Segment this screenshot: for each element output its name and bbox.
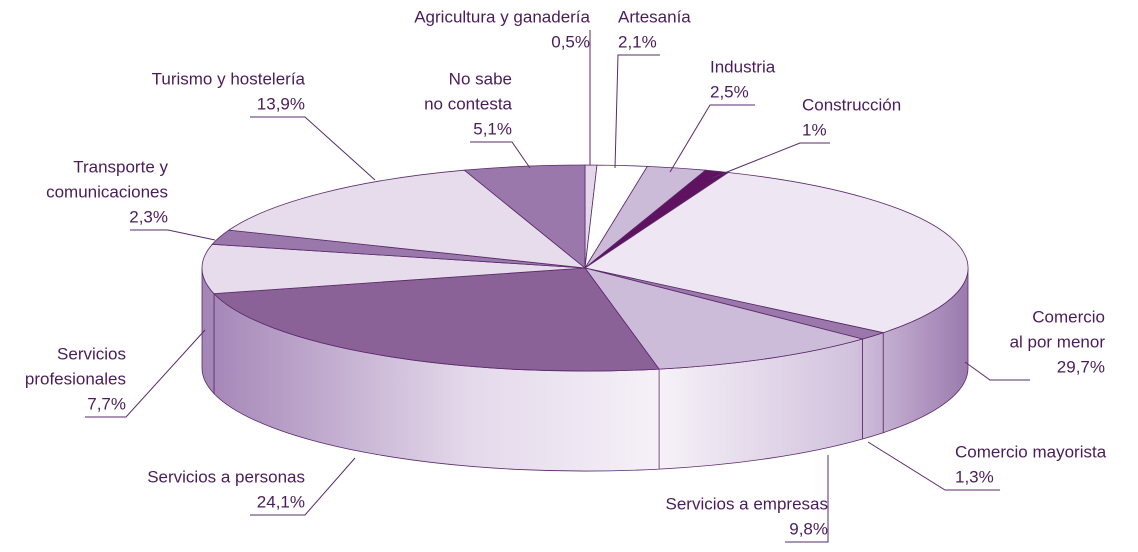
value-label: 13,9% <box>257 94 305 113</box>
slice-label: Transporte y <box>73 157 168 176</box>
slice-label: Servicios <box>57 344 126 363</box>
slice-label: Comercio mayorista <box>955 442 1107 461</box>
leader-line <box>85 329 206 418</box>
slice-label: Comercio <box>1032 307 1105 326</box>
leader-line <box>470 141 531 169</box>
slice-label: al por menor <box>1010 332 1106 351</box>
pie-slice <box>584 267 865 370</box>
leader-line <box>711 142 830 179</box>
leader-line <box>614 54 660 169</box>
slice-label: Servicios a empresas <box>665 494 828 513</box>
value-label: 1% <box>802 120 827 139</box>
leader-line <box>669 104 755 173</box>
leader-line <box>785 455 829 543</box>
value-label: 2,1% <box>618 32 657 51</box>
pie-side <box>862 332 884 440</box>
value-label: 2,5% <box>710 82 749 101</box>
value-label: 1,3% <box>955 467 994 486</box>
pie-slice <box>213 267 660 372</box>
value-label: 7,7% <box>87 394 126 413</box>
slice-label: Servicios a personas <box>147 467 305 486</box>
leader-line <box>250 457 356 516</box>
leader-line <box>130 229 216 241</box>
slice-label: profesionales <box>25 369 126 388</box>
pie-slice <box>463 164 586 269</box>
leader-line <box>964 361 1030 381</box>
slice-label: Agricultura y ganadería <box>414 7 590 26</box>
value-label: 2,3% <box>129 207 168 226</box>
slice-label: comunicaciones <box>46 182 168 201</box>
value-label: 0,5% <box>551 32 590 51</box>
pie-slice <box>201 243 586 295</box>
value-label: 24,1% <box>257 492 305 511</box>
slice-label: Construcción <box>802 95 901 114</box>
value-label: 9,8% <box>789 519 828 538</box>
value-label: 5,1% <box>473 119 512 138</box>
slice-label: Artesanía <box>618 7 691 26</box>
value-label: 29,7% <box>1057 357 1105 376</box>
slice-label: no contesta <box>424 94 512 113</box>
slice-label: Industria <box>710 57 776 76</box>
leader-line <box>250 116 376 181</box>
slice-label: No sabe <box>449 69 512 88</box>
pie-slice <box>583 172 969 334</box>
pie-slice <box>227 169 587 269</box>
slice-label: Turismo y hostelería <box>152 69 306 88</box>
leader-line <box>867 441 1000 491</box>
